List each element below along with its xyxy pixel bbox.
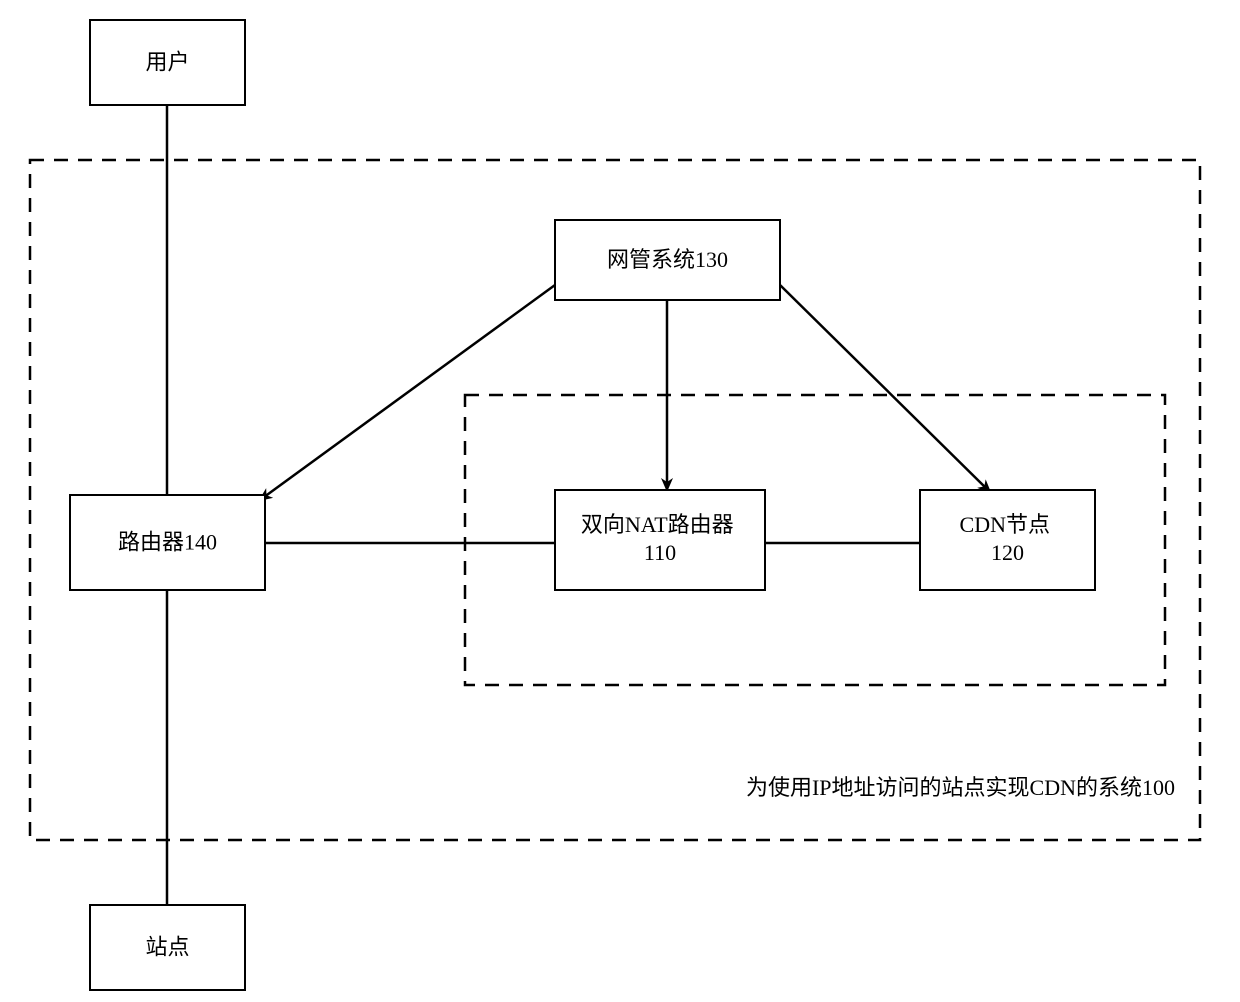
node-nat-110: 双向NAT路由器 110 (555, 490, 765, 590)
node-user: 用户 (90, 20, 245, 105)
node-nms-130: 网管系统130 (555, 220, 780, 300)
label-user: 用户 (145, 50, 189, 75)
node-site: 站点 (90, 905, 245, 990)
label-router: 路由器140 (118, 530, 217, 555)
edge-nms-router (260, 285, 555, 500)
label-nms: 网管系统130 (607, 247, 728, 272)
node-router-140: 路由器140 (70, 495, 265, 590)
caption-system-100: 为使用IP地址访问的站点实现CDN的系统100 (746, 775, 1175, 800)
edge-nms-cdn (780, 285, 990, 492)
node-cdn-120: CDN节点 120 (920, 490, 1095, 590)
label-site: 站点 (145, 935, 189, 960)
